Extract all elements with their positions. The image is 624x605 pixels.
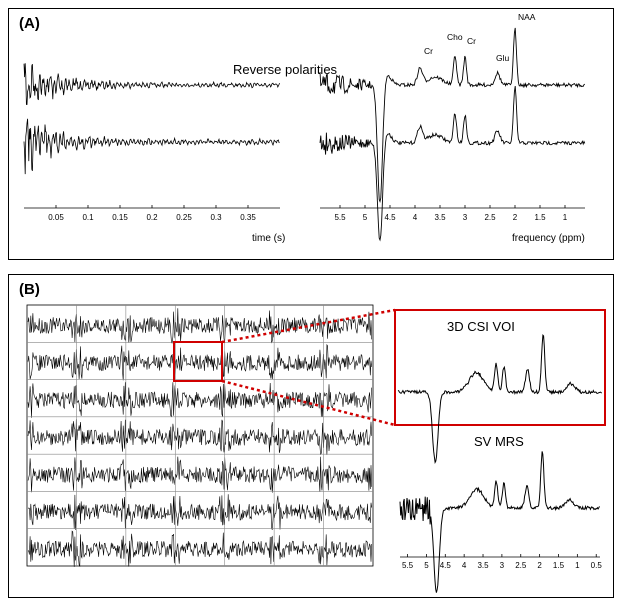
panel-b-label: (B) [19, 281, 40, 298]
reverse-polarities-annotation: Reverse polarities [233, 62, 338, 77]
spectrum-lower-trace [319, 85, 586, 242]
inset-title: 3D CSI VOI [447, 319, 515, 334]
sv-mrs-axis: 5.5 5 4.5 4 3.5 3 2.5 2 1.5 1 0.5 [400, 554, 602, 570]
csi-grid-border [26, 304, 374, 567]
csi-voxel-traces [27, 308, 372, 568]
sv-tick-label: 1 [575, 561, 580, 570]
sv-tick-label: 2.5 [515, 561, 527, 570]
fid-tick-label: 0.15 [112, 213, 128, 222]
spectrum-tick-label: 3 [463, 213, 468, 222]
spectrum-tick-label: 3.5 [434, 213, 446, 222]
sv-tick-label: 4.5 [440, 561, 452, 570]
csi-row-trace [27, 343, 372, 381]
csi-voi-inset: 3D CSI VOI [394, 309, 606, 464]
sv-tick-label: 3 [500, 561, 505, 570]
spectrum-axis-label: frequency (ppm) [512, 233, 585, 244]
panel-b: (B) [8, 274, 614, 598]
csi-row-trace [27, 382, 372, 418]
fid-upper-trace [23, 63, 280, 105]
spectrum-upper-trace [319, 27, 586, 204]
csi-row-trace [27, 456, 372, 493]
sv-mrs-spectrum: SV MRS 5.5 5 4.5 4 3.5 3 2.5 2 1.5 1 0.5 [399, 434, 602, 593]
fid-tick-label: 0.05 [48, 213, 64, 222]
sv-tick-label: 5 [424, 561, 429, 570]
spectrum-tick-label: 4 [413, 213, 418, 222]
spectrum-tick-label: 5 [363, 213, 368, 222]
spectrum-plot: 5.5 5 4.5 4 3.5 3 2.5 2 1.5 1 frequency (ppm) Cr … [319, 12, 586, 244]
csi-grid-lines [26, 304, 374, 567]
inset-frame [394, 309, 606, 426]
fid-tick-label: 0.2 [146, 213, 158, 222]
fid-tick-label: 0.25 [176, 213, 192, 222]
fid-tick-label: 0.3 [210, 213, 222, 222]
fid-time-axis: 0.05 0.1 0.15 0.2 0.25 0.3 0.35 [24, 205, 280, 222]
peak-label-glu: Glu [496, 53, 510, 63]
zoom-connector-top [221, 308, 396, 344]
panel-a-label: (A) [19, 15, 40, 32]
sv-mrs-title: SV MRS [474, 434, 524, 449]
fid-tick-label: 0.1 [82, 213, 94, 222]
fid-plot: 0.05 0.1 0.15 0.2 0.25 0.3 0.35 time (s) [23, 63, 285, 244]
selected-voxel-box[interactable] [173, 341, 223, 382]
spectrum-tick-label: 5.5 [334, 213, 346, 222]
spectrum-tick-label: 1.5 [534, 213, 546, 222]
sv-mrs-trace [399, 451, 600, 593]
spectrum-tick-label: 2.5 [484, 213, 496, 222]
sv-tick-label: 1.5 [553, 561, 565, 570]
sv-tick-label: 5.5 [402, 561, 414, 570]
peak-label-cho: Cho [447, 32, 463, 42]
sv-tick-label: 2 [537, 561, 542, 570]
csi-row-trace [27, 530, 372, 568]
sv-tick-label: 0.5 [591, 561, 603, 570]
sv-tick-label: 4 [462, 561, 467, 570]
peak-label-naa: NAA [518, 12, 536, 22]
spectrum-frequency-axis: 5.5 5 4.5 4 3.5 3 2.5 2 1.5 1 [320, 205, 585, 222]
panel-a: (A) [8, 8, 614, 260]
fid-axis-label: time (s) [252, 233, 285, 244]
csi-voxel-grid [26, 304, 374, 568]
peak-label-cr-2: Cr [467, 36, 476, 46]
spectrum-tick-label: 1 [563, 213, 568, 222]
csi-row-trace [27, 419, 372, 455]
fid-tick-label: 0.35 [240, 213, 256, 222]
spectrum-tick-label: 2 [513, 213, 518, 222]
csi-row-trace [27, 308, 372, 344]
csi-row-trace [27, 494, 372, 531]
sv-tick-label: 3.5 [477, 561, 489, 570]
spectrum-tick-label: 4.5 [384, 213, 396, 222]
inset-spectrum-trace [397, 333, 603, 464]
peak-label-cr-1: Cr [424, 46, 433, 56]
fid-lower-trace [23, 118, 280, 175]
